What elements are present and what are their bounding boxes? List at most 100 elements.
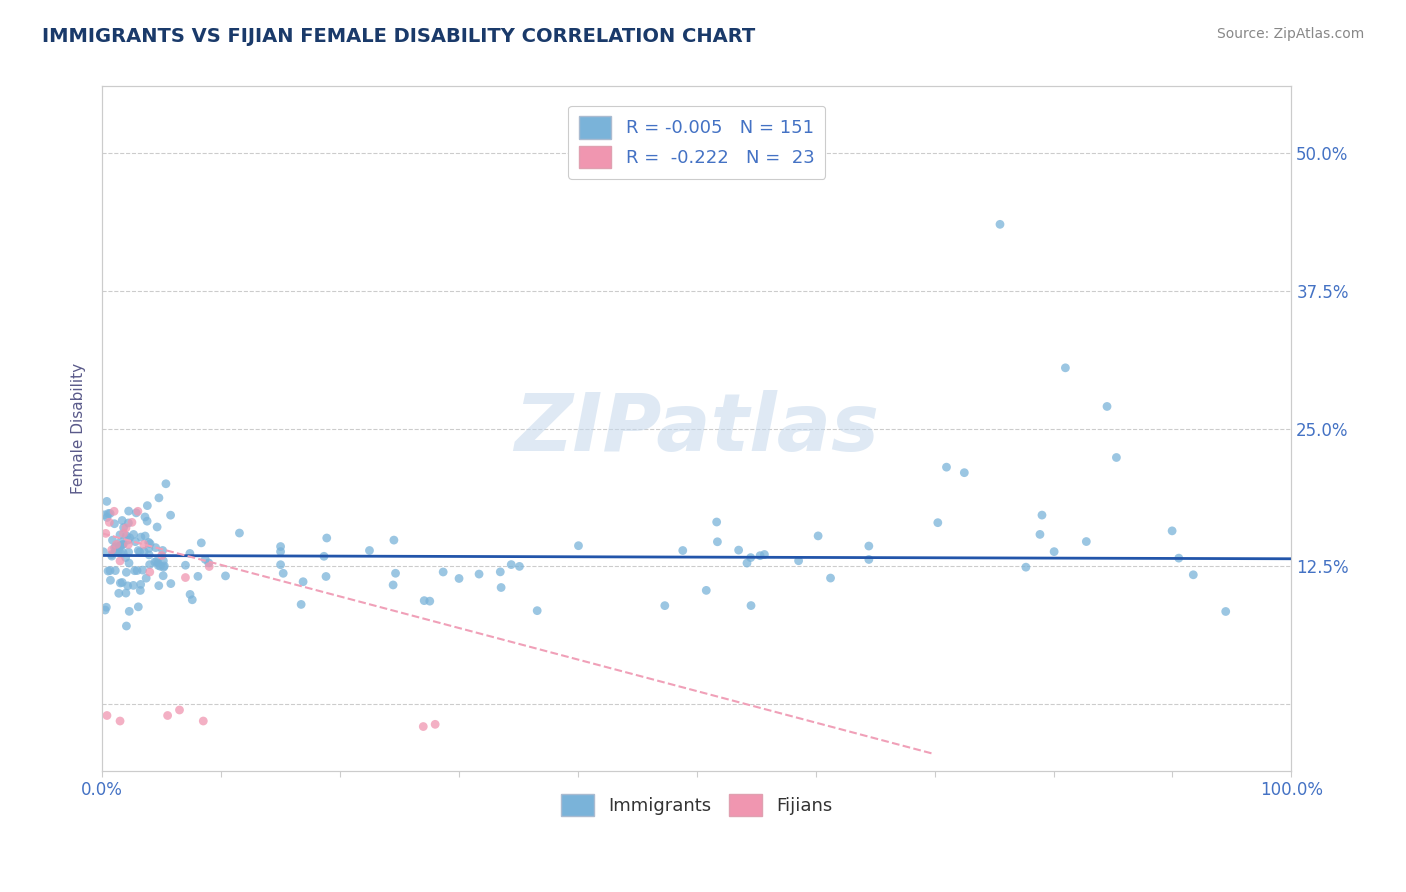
Point (115, 566, 138, 580)
Point (270, 558, 292, 572)
Point (148, 558, 170, 573)
Point (108, 714, 131, 728)
Point (117, 579, 139, 593)
Point (138, 535, 160, 549)
Point (115, 529, 138, 543)
Point (146, 520, 169, 534)
Point (100, 574, 122, 588)
Point (110, 546, 132, 560)
Point (988, 217, 1011, 231)
Point (98, 516, 121, 530)
Point (150, 549, 173, 563)
Point (858, 539, 880, 553)
Point (754, 548, 776, 562)
Point (935, 460, 957, 475)
Point (425, 717, 447, 731)
Point (103, 516, 125, 531)
Point (108, 540, 131, 554)
Point (740, 550, 762, 565)
Point (103, 504, 125, 518)
Point (115, 521, 138, 535)
Text: IMMIGRANTS VS FIJIAN FEMALE DISABILITY CORRELATION CHART: IMMIGRANTS VS FIJIAN FEMALE DISABILITY C… (42, 27, 755, 45)
Point (508, 559, 530, 574)
Point (139, 537, 162, 551)
Point (432, 565, 454, 579)
Point (117, 537, 139, 551)
Point (567, 539, 589, 553)
Point (117, 533, 139, 547)
Point (128, 545, 150, 559)
Point (501, 558, 523, 572)
Point (108, 528, 131, 542)
Point (312, 549, 335, 564)
Point (672, 543, 695, 558)
Point (228, 526, 250, 541)
Point (96, 600, 118, 615)
Point (1029, 527, 1052, 541)
Point (118, 531, 141, 545)
Point (118, 556, 141, 570)
Point (127, 599, 149, 614)
Point (1167, 551, 1189, 566)
Point (1105, 450, 1128, 465)
Point (179, 587, 201, 601)
Point (526, 604, 548, 618)
Point (114, 550, 136, 565)
Point (1043, 544, 1066, 558)
Point (152, 554, 174, 568)
Point (271, 566, 294, 581)
Point (136, 514, 159, 528)
Point (174, 558, 197, 573)
Point (749, 549, 772, 563)
Point (122, 578, 145, 592)
Point (382, 578, 405, 592)
Point (100, 543, 122, 558)
Point (152, 560, 174, 574)
Point (129, 530, 152, 544)
Point (127, 543, 149, 558)
Point (148, 491, 170, 505)
Point (382, 533, 405, 547)
Point (98, 507, 121, 521)
Point (129, 577, 152, 591)
Point (1215, 605, 1237, 619)
Point (1076, 534, 1098, 549)
Point (125, 564, 148, 578)
Point (1054, 360, 1077, 375)
Point (270, 540, 292, 554)
Point (156, 708, 179, 723)
Point (413, 593, 436, 607)
Point (735, 556, 758, 570)
Point (96, 494, 118, 508)
Point (153, 558, 176, 573)
Point (148, 579, 170, 593)
Legend: Immigrants, Fijians: Immigrants, Fijians (554, 787, 839, 823)
Point (315, 531, 337, 545)
Point (292, 574, 315, 589)
Point (107, 544, 129, 558)
Point (139, 565, 162, 579)
Point (187, 569, 209, 583)
Point (155, 476, 177, 491)
Point (124, 564, 146, 578)
Point (807, 529, 830, 543)
Point (169, 703, 191, 717)
Point (134, 529, 156, 543)
Point (117, 504, 139, 518)
Point (152, 543, 174, 558)
Point (138, 548, 160, 562)
Point (122, 527, 145, 541)
Point (132, 537, 155, 551)
Point (127, 504, 149, 518)
Point (315, 569, 337, 583)
Point (134, 510, 156, 524)
Point (290, 598, 312, 612)
Point (706, 515, 728, 529)
Point (1182, 567, 1205, 582)
Point (111, 538, 134, 552)
Point (110, 534, 132, 549)
Point (1015, 560, 1038, 574)
Point (135, 571, 157, 585)
Point (97, 564, 120, 578)
Point (129, 583, 152, 598)
